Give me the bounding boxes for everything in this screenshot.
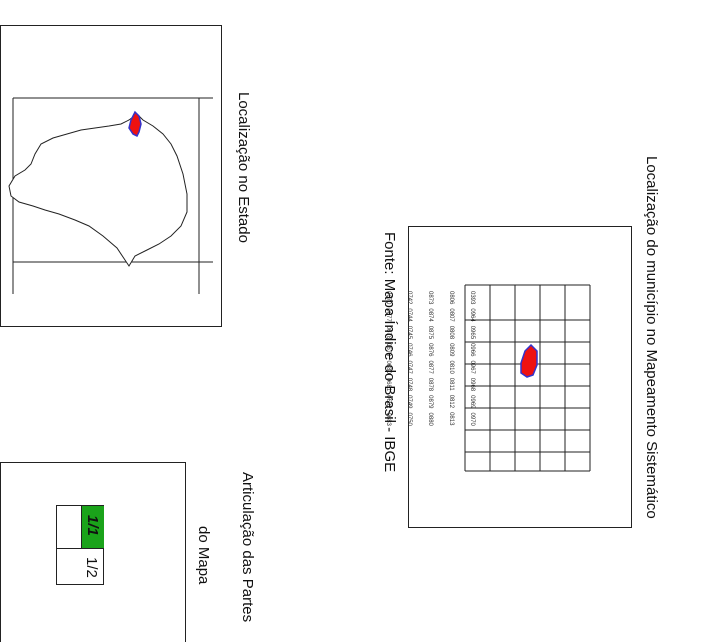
page-1-2-cell[interactable]: 1/2 [57, 548, 104, 585]
mapping-source: Fonte: Mapa Índice do Brasil - IBGE [381, 232, 398, 473]
grid-labels: 0393 0964 0965 0966 0967 0968 0969 0970 … [385, 291, 475, 426]
page-1-2-label: 1/2 [83, 557, 100, 578]
index-grid [464, 284, 591, 472]
state-outline [8, 113, 188, 267]
articulation-subtitle: do Mapa [195, 526, 212, 585]
state-location-title: Localização no Estado [235, 92, 252, 243]
grid-label-row: 0806 0807 0808 0809 0810 0811 0812 0813 [448, 291, 454, 426]
grid-label-row: 0873 0874 0875 0876 0877 0878 0879 0880 [427, 291, 433, 426]
mapping-title: Localização do município no Mapeamento S… [643, 156, 660, 519]
page-selector: 1/1 1/2 [56, 505, 104, 585]
mapping-panel: 0393 0964 0965 0966 0967 0968 0969 0970 … [385, 226, 632, 528]
state-location-panel [0, 25, 222, 327]
state-map [8, 97, 213, 294]
page-1-1-cell[interactable]: 1/1 [81, 506, 104, 548]
articulation-panel [0, 462, 186, 642]
municipality-highlight [128, 110, 142, 138]
page-1-1-label: 1/1 [84, 515, 101, 536]
grid-label-row: 0393 0964 0965 0966 0967 0968 0969 0970 [469, 291, 475, 426]
articulation-title: Articulação das Partes [239, 472, 256, 623]
grid-municipality-highlight [520, 343, 538, 378]
grid-label-row: 0742 0744 0745 0746 0747 0748 0749 0750 [406, 291, 412, 426]
